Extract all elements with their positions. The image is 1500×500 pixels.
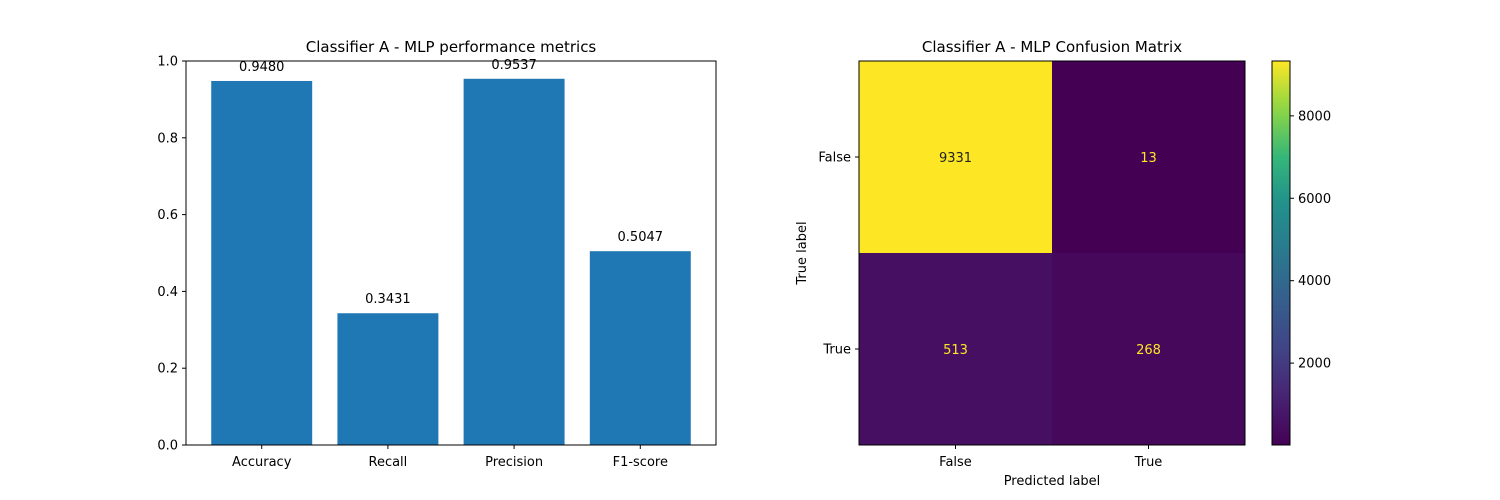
y-tick-label: 0.2 — [157, 362, 178, 377]
confusion-matrix-cell-label: 513 — [943, 343, 968, 358]
confusion-matrix-y-axis: False True — [818, 151, 859, 358]
bar-bars — [211, 78, 691, 445]
x-tick-label: Accuracy — [232, 455, 292, 470]
bar-precision — [463, 78, 565, 445]
bar-y-axis: 0.0 0.2 0.4 0.6 0.8 1.0 — [157, 55, 186, 454]
bar-chart: Classifier A - MLP performance metrics 0… — [157, 38, 717, 470]
bar-f1-score — [589, 251, 691, 445]
confusion-matrix-ylabel: True label — [795, 221, 810, 285]
colorbar-tick-label: 4000 — [1298, 274, 1331, 289]
confusion-matrix-title: Classifier A - MLP Confusion Matrix — [922, 38, 1182, 56]
confusion-matrix-cell — [859, 61, 1052, 253]
bar-data-labels: 0.9480 0.3431 0.9537 0.5047 — [239, 58, 663, 307]
y-tick-label: 0.4 — [157, 285, 178, 300]
confusion-matrix-frame — [858, 60, 1246, 446]
y-tick-label: 0.0 — [157, 439, 178, 454]
confusion-matrix-cell-labels: 9331 13 513 268 — [939, 151, 1161, 358]
confusion-matrix-xlabel: Predicted label — [1004, 474, 1101, 489]
bar-accuracy — [211, 80, 313, 445]
x-tick-label: Precision — [485, 455, 543, 470]
y-tick-label: 1.0 — [157, 55, 178, 70]
y-tick-label: 0.6 — [157, 208, 178, 223]
bar-data-label: 0.9537 — [491, 58, 537, 73]
confusion-matrix-cells — [859, 61, 1245, 445]
colorbar-tick-label: 6000 — [1298, 192, 1331, 207]
x-tick-label: False — [939, 455, 972, 470]
y-tick-label: 0.8 — [157, 131, 178, 146]
confusion-matrix-cell — [1052, 253, 1245, 445]
confusion-matrix-chart: Classifier A - MLP Confusion Matrix 9331… — [795, 38, 1331, 489]
y-tick-label: True — [822, 343, 851, 358]
bar-chart-title: Classifier A - MLP performance metrics — [306, 38, 597, 56]
y-tick-label: False — [818, 151, 851, 166]
colorbar-ticks: 2000 4000 6000 8000 — [1290, 109, 1331, 372]
x-tick-label: F1-score — [613, 455, 668, 470]
confusion-matrix-cell-label: 9331 — [939, 151, 972, 166]
x-tick-label: True — [1134, 455, 1163, 470]
confusion-matrix-cell — [1052, 61, 1245, 253]
x-tick-label: Recall — [369, 455, 408, 470]
bar-data-label: 0.5047 — [618, 230, 664, 245]
confusion-matrix-x-axis: False True — [939, 445, 1162, 470]
bar-x-axis: Accuracy Recall Precision F1-score — [232, 445, 668, 470]
colorbar-tick-label: 8000 — [1298, 109, 1331, 124]
confusion-matrix-cell-label: 268 — [1136, 343, 1161, 358]
bar-data-label: 0.3431 — [365, 292, 411, 307]
bar-plot-frame — [185, 60, 717, 446]
colorbar — [1271, 60, 1291, 446]
confusion-matrix-cell — [859, 253, 1052, 445]
bar-recall — [337, 313, 439, 445]
colorbar-tick-label: 2000 — [1298, 357, 1331, 372]
confusion-matrix-cell-label: 13 — [1140, 151, 1157, 166]
bar-data-label: 0.9480 — [239, 60, 285, 75]
